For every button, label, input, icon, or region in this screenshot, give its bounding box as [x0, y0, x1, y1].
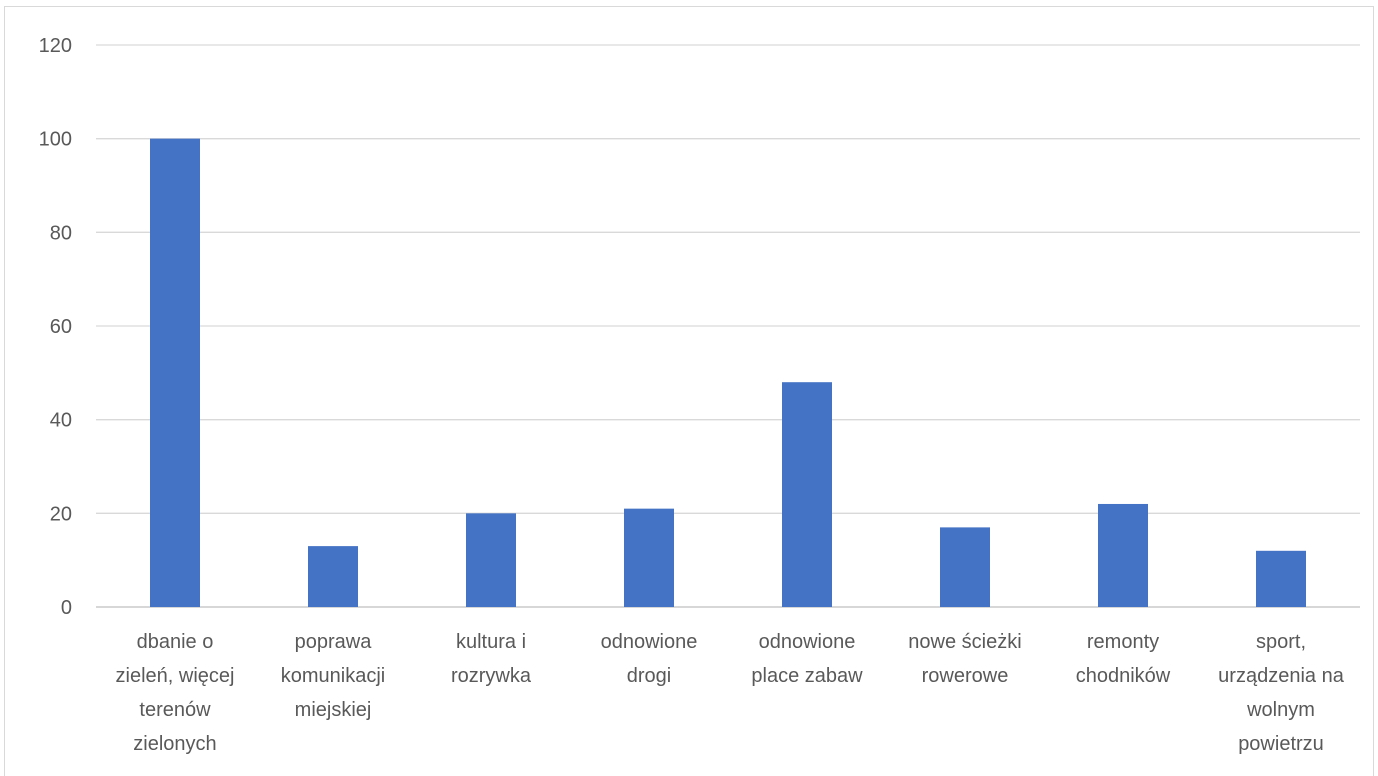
x-category-label-line: wolnym [1246, 699, 1315, 721]
x-category-label-line: drogi [627, 665, 671, 687]
x-category-label-line: rozrywka [451, 665, 532, 687]
x-category-label: odnowione place zabaw [751, 631, 863, 687]
gridlines [96, 44, 1360, 608]
x-category-label-line: odnowione [759, 631, 856, 653]
bar [308, 546, 358, 607]
x-category-label-line: terenów [139, 699, 211, 721]
y-tick-label: 40 [50, 410, 72, 432]
x-category-label-line: rowerowe [922, 665, 1009, 687]
x-category-label-line: sport, [1256, 631, 1306, 653]
x-category-label-line: urządzenia na [1218, 665, 1345, 687]
x-category-label: nowe ścieżki rowerowe [908, 631, 1021, 687]
x-category-label: kultura i rozrywka [451, 631, 532, 687]
x-category-label: poprawa komunikacji miejskiej [281, 631, 385, 721]
x-category-label: sport, urządzenia na wolnym powietrzu [1218, 631, 1345, 755]
x-category-label-line: dbanie o [137, 631, 214, 653]
x-category-label-line: chodników [1076, 665, 1171, 687]
x-category-label-line: kultura i [456, 631, 526, 653]
y-tick-label: 0 [61, 597, 72, 619]
x-category-label: odnowione drogi [601, 631, 698, 687]
bar [1256, 550, 1306, 607]
x-category-label-line: miejskiej [295, 699, 372, 721]
chart-frame [4, 6, 1374, 776]
y-tick-label: 120 [39, 35, 72, 57]
bar [466, 513, 516, 607]
y-tick-label: 20 [50, 503, 72, 525]
x-axis-labels: dbanie o zieleń, więcej terenów zielonych po… [116, 631, 1345, 755]
x-category-label-line: remonty [1087, 631, 1159, 653]
x-category-label-line: powietrzu [1238, 733, 1324, 755]
bars [150, 138, 1306, 607]
bar [150, 138, 200, 607]
x-category-label-line: odnowione [601, 631, 698, 653]
x-category-label-line: komunikacji [281, 665, 385, 687]
x-category-label-line: place zabaw [751, 665, 863, 687]
y-tick-label: 100 [39, 129, 72, 151]
x-category-label-line: nowe ścieżki [908, 631, 1021, 653]
y-tick-label: 80 [50, 222, 72, 244]
bar [782, 382, 832, 607]
x-category-label-line: zieleń, więcej [116, 665, 235, 687]
x-category-label-line: poprawa [295, 631, 373, 653]
bar [624, 508, 674, 607]
x-category-label-line: zielonych [133, 733, 216, 755]
y-tick-label: 60 [50, 316, 72, 338]
y-axis-ticks: 0 20 40 60 80 100 120 [39, 35, 72, 619]
bar [1098, 503, 1148, 607]
x-category-label: remonty chodników [1076, 631, 1171, 687]
x-category-label: dbanie o zieleń, więcej terenów zielonych [116, 631, 235, 755]
bar [940, 527, 990, 607]
